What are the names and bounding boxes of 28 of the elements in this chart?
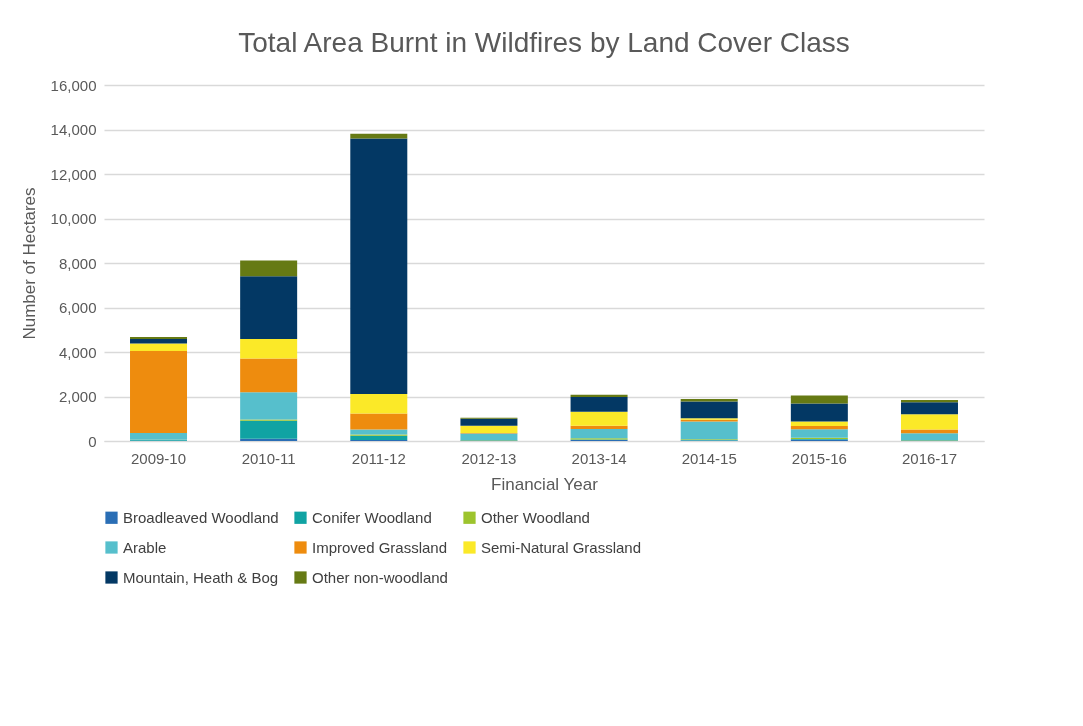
y-tick-label: 12,000 <box>50 165 97 183</box>
chart-title: Total Area Burnt in Wildfires by Land Cover Class <box>238 27 850 58</box>
y-tick-label: 14,000 <box>50 121 97 138</box>
legend-label: Broadleaved Woodland <box>123 508 279 526</box>
x-tick-label: 2012-13 <box>461 449 517 467</box>
x-tick-label: 2015-16 <box>791 449 847 467</box>
legend-label: Semi-Natural Grassland <box>481 538 642 556</box>
x-tick-label: 2011-12 <box>351 449 406 467</box>
legend-label: Improved Grassland <box>312 538 448 556</box>
x-tick-label: 2013-14 <box>571 449 627 467</box>
x-tick-label: 2016-17 <box>901 449 958 467</box>
y-axis-title: Number of Hectares <box>19 187 39 340</box>
x-tick-label: 2010-11 <box>241 449 296 467</box>
x-tick-label: 2014-15 <box>681 449 737 467</box>
x-axis-title: Financial Year <box>491 474 599 494</box>
legend-label: Mountain, Heath & Bog <box>123 568 279 586</box>
y-tick-label: 4,000 <box>58 343 97 361</box>
y-tick-label: 2,000 <box>58 388 97 405</box>
legend-label: Arable <box>123 538 167 556</box>
y-tick-label: 6,000 <box>58 299 97 316</box>
legend-label: Other non-woodland <box>312 568 448 586</box>
legend-label: Other Woodland <box>481 508 590 526</box>
y-tick-label: 16,000 <box>50 76 97 94</box>
legend-label: Conifer Woodland <box>312 508 432 526</box>
y-tick-label: 10,000 <box>50 210 97 227</box>
y-tick-label: 0 <box>88 432 97 450</box>
y-tick-label: 8,000 <box>58 254 97 272</box>
x-tick-label: 2009-10 <box>130 449 187 467</box>
